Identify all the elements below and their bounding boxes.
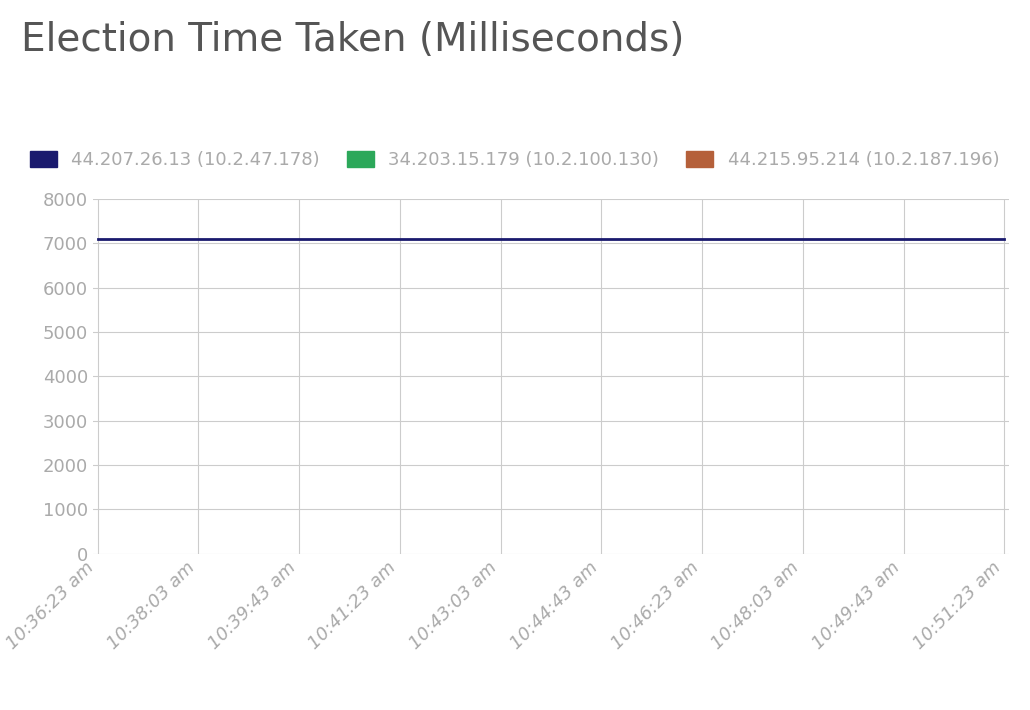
- Text: Election Time Taken (Milliseconds): Election Time Taken (Milliseconds): [21, 21, 684, 60]
- Legend: 44.207.26.13 (10.2.47.178), 34.203.15.179 (10.2.100.130), 44.215.95.214 (10.2.18: 44.207.26.13 (10.2.47.178), 34.203.15.17…: [30, 151, 999, 169]
